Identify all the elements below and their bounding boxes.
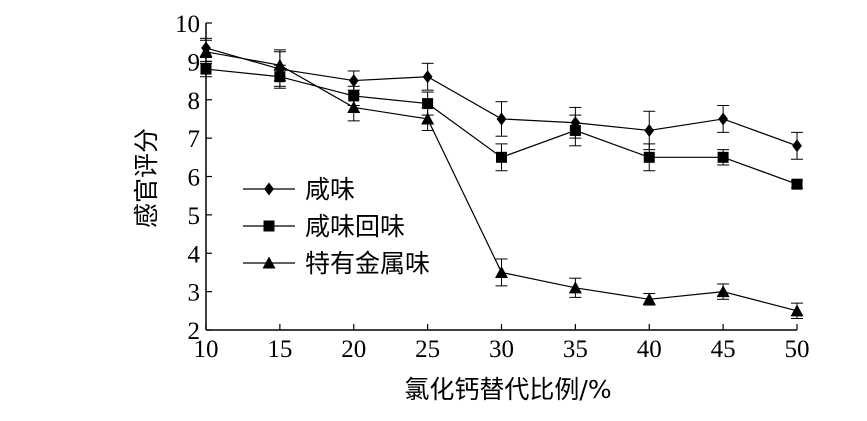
x-tick-label: 40 — [637, 336, 662, 363]
data-point — [347, 100, 361, 113]
x-tick-label: 50 — [785, 336, 810, 363]
y-axis-title: 感官评分 — [132, 128, 161, 228]
data-point — [717, 151, 729, 163]
data-point — [422, 98, 434, 110]
data-point — [790, 304, 804, 317]
series-diamond — [200, 37, 803, 160]
data-point — [569, 124, 581, 136]
data-point — [716, 285, 730, 298]
series-square — [200, 60, 803, 190]
data-point — [273, 58, 287, 71]
data-point — [718, 112, 728, 126]
legend-label: 特有金属味 — [305, 249, 430, 278]
legend-marker — [264, 182, 274, 196]
data-point — [642, 292, 656, 305]
data-point — [496, 112, 507, 126]
data-point — [421, 112, 435, 125]
x-tick-label: 35 — [563, 336, 588, 363]
legend-marker — [263, 220, 275, 232]
y-axis-ticks: 2 3 4 5 6 7 8 9 10 — [175, 11, 212, 345]
x-tick-label: 10 — [194, 336, 219, 363]
data-point — [422, 70, 433, 84]
legend-label: 咸味 — [305, 175, 355, 204]
x-tick-label: 45 — [711, 336, 736, 363]
y-tick-label: 8 — [188, 88, 201, 115]
x-tick-label: 30 — [489, 336, 514, 363]
data-point — [568, 281, 582, 294]
data-point — [643, 151, 655, 163]
data-point — [644, 123, 655, 137]
data-point — [200, 63, 212, 75]
legend-label: 咸味回味 — [305, 212, 405, 241]
x-tick-label: 20 — [341, 336, 366, 363]
data-point — [348, 74, 359, 88]
series-triangle — [199, 39, 804, 319]
legend-item: 咸味 — [243, 175, 355, 204]
series-layer — [199, 37, 804, 319]
y-tick-label: 5 — [188, 203, 201, 230]
y-tick-label: 7 — [188, 126, 201, 153]
x-tick-label: 15 — [267, 336, 292, 363]
y-tick-label: 10 — [175, 11, 200, 38]
legend-item: 咸味回味 — [243, 212, 405, 241]
data-point — [496, 151, 507, 163]
legend-item: 特有金属味 — [243, 249, 430, 278]
data-point — [791, 178, 803, 190]
data-point — [199, 45, 213, 58]
y-tick-label: 2 — [188, 318, 201, 345]
x-axis-ticks: 10 15 20 25 30 35 40 45 50 — [194, 324, 810, 363]
y-tick-label: 6 — [188, 165, 201, 192]
legend-marker — [262, 256, 276, 269]
y-tick-label: 4 — [188, 241, 201, 268]
x-tick-label: 25 — [415, 336, 440, 363]
data-point — [792, 139, 802, 153]
y-tick-label: 9 — [188, 49, 201, 76]
data-point — [495, 265, 508, 278]
x-axis-title: 氯化钙替代比例/% — [404, 375, 611, 404]
y-tick-label: 3 — [188, 280, 201, 307]
